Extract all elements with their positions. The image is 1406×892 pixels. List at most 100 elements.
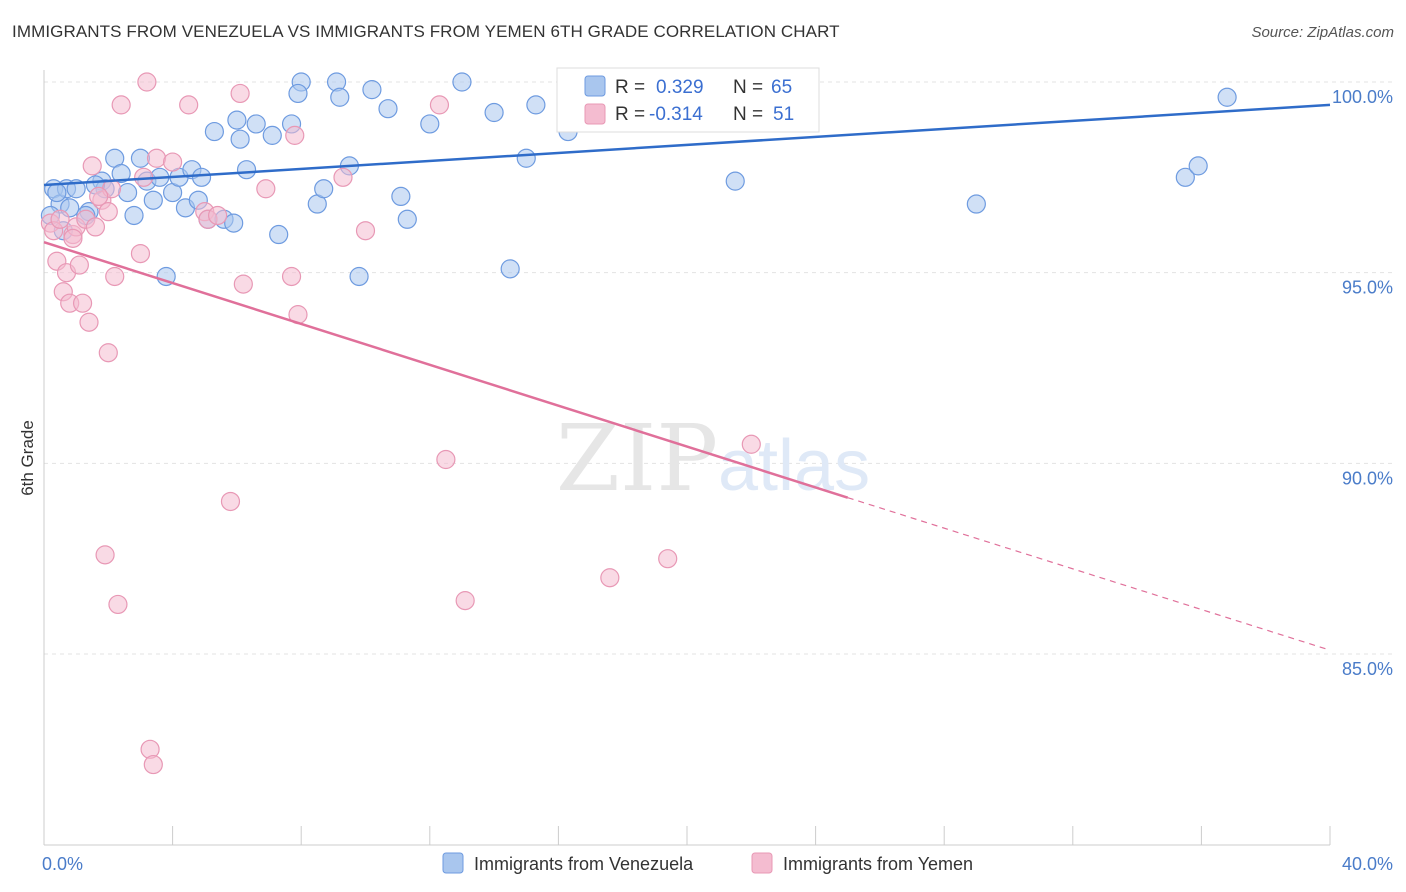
y-tick-label: 85.0% [1342, 659, 1393, 679]
y-tick-label: 95.0% [1342, 278, 1393, 298]
y-axis-label: 6th Grade [18, 420, 37, 496]
legend-n-value-1: 65 [771, 77, 792, 98]
yemen-point [69, 255, 89, 275]
venezuela-point [349, 266, 369, 287]
legend-r-label-2: R = [615, 104, 645, 125]
yemen-point [285, 125, 305, 145]
yemen-point [89, 186, 109, 206]
x-tick-labels: 0.0% 40.0% [42, 854, 1393, 874]
yemen-point [355, 221, 376, 241]
venezuela-point [143, 190, 163, 210]
venezuela-point [314, 179, 334, 199]
yemen-point [137, 72, 157, 92]
yemen-point [455, 591, 475, 611]
yemen-point [98, 343, 118, 363]
bottom-legend-swatch-venezuela [442, 852, 464, 874]
yemen-point [143, 754, 163, 775]
yemen-point [108, 594, 128, 615]
yemen-point [163, 152, 183, 172]
venezuela-point [966, 194, 986, 214]
yemen-point [105, 266, 125, 287]
yemen-point [741, 434, 761, 454]
venezuela-point [130, 148, 151, 168]
watermark: ZIP atlas [556, 405, 870, 512]
venezuela-point [420, 114, 440, 134]
bottom-legend-swatch-yemen [751, 852, 773, 874]
x-tick-label: 0.0% [42, 854, 83, 874]
y-tick-labels: 100.0% 95.0% 90.0% 85.0% [1332, 87, 1393, 679]
venezuela-point [500, 259, 520, 279]
venezuela-point [204, 121, 224, 142]
venezuela-point [516, 148, 536, 168]
venezuela-point [227, 110, 247, 130]
yemen-point [98, 202, 118, 222]
venezuela-point [230, 129, 250, 149]
x-tick-label: 40.0% [1342, 854, 1393, 874]
venezuela-point [1188, 156, 1208, 176]
venezuela-point [224, 213, 244, 233]
series-yemen [40, 72, 761, 775]
bottom-legend-label-yemen: Immigrants from Yemen [783, 854, 973, 874]
venezuela-point [391, 186, 411, 206]
venezuela-point [397, 209, 417, 229]
venezuela-point [1175, 167, 1195, 187]
legend-swatch-yemen [584, 103, 606, 125]
venezuela-point [330, 87, 350, 107]
yemen-point [600, 568, 620, 588]
venezuela-point [452, 72, 472, 92]
yemen-point [79, 312, 99, 332]
watermark-zip: ZIP [556, 405, 718, 512]
venezuela-point [262, 125, 282, 145]
venezuela-point [288, 83, 308, 104]
venezuela-point [362, 80, 382, 100]
x-ticks [43, 826, 1331, 845]
trend-line-venezuela [43, 103, 1331, 187]
trend-line-yemen-extension [847, 497, 1331, 651]
yemen-point [256, 179, 276, 199]
yemen-point [95, 545, 115, 565]
venezuela-point [117, 182, 138, 203]
venezuela-point [269, 224, 289, 245]
yemen-point [146, 148, 167, 168]
venezuela-point [484, 102, 504, 123]
legend-n-label-2: N = [733, 104, 763, 125]
yemen-point [429, 95, 450, 115]
bottom-legend-label-venezuela: Immigrants from Venezuela [474, 854, 694, 874]
watermark-atlas: atlas [718, 426, 870, 506]
y-tick-label: 90.0% [1342, 468, 1393, 488]
venezuela-point [526, 95, 546, 115]
yemen-point [85, 217, 106, 237]
venezuela-point [191, 167, 212, 187]
legend-r-value-2: -0.314 [649, 104, 703, 125]
venezuela-point [236, 160, 257, 180]
legend-r-value-1: 0.329 [656, 77, 704, 98]
yemen-point [220, 491, 241, 512]
legend-n-value-2: 51 [773, 104, 794, 125]
venezuela-point [378, 99, 398, 119]
venezuela-point [111, 163, 131, 184]
yemen-point [233, 274, 253, 294]
trend-line-yemen [43, 240, 849, 499]
yemen-point [208, 205, 228, 226]
legend-swatch-venezuela [584, 75, 606, 97]
chart-title: IMMIGRANTS FROM VENEZUELA VS IMMIGRANTS … [12, 22, 840, 41]
venezuela-point [156, 266, 176, 287]
yemen-point [130, 244, 151, 264]
yemen-point [230, 83, 250, 104]
y-tick-label: 100.0% [1332, 87, 1393, 107]
legend-n-label-1: N = [733, 77, 763, 98]
trend-lines [43, 103, 1331, 651]
venezuela-point [725, 171, 745, 191]
yemen-point [658, 549, 678, 569]
yemen-point [436, 449, 456, 470]
yemen-point [63, 228, 83, 248]
yemen-point [111, 95, 131, 115]
yemen-point [50, 209, 70, 229]
legend-r-label-1: R = [615, 77, 645, 98]
legend: R = 0.329 N = 65 R = -0.314 N = 51 [556, 67, 820, 133]
yemen-point [179, 95, 199, 115]
source-label: Source: ZipAtlas.com [1251, 24, 1394, 41]
venezuela-point [246, 114, 266, 134]
yemen-point [281, 266, 302, 287]
